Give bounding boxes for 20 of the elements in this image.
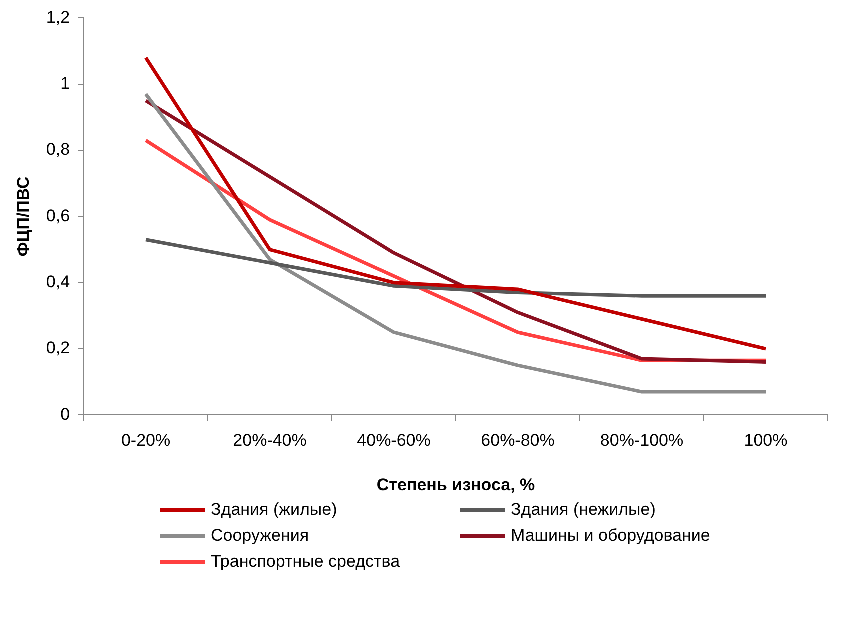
x-axis-title: Степень износа, % (376, 475, 536, 494)
x-tick-label: 20%-40% (233, 431, 307, 450)
legend-label: Транспортные средства (211, 552, 400, 572)
y-axis-title: ФЦП/ПВС (14, 176, 33, 257)
y-tick-label: 0 (60, 404, 70, 424)
y-tick-label: 0,2 (46, 338, 70, 358)
x-tick-label: 60%-80% (481, 431, 555, 450)
y-tick-label: 0,8 (46, 140, 70, 160)
x-tick-label: 40%-60% (357, 431, 431, 450)
legend-label: Машины и оборудование (511, 526, 710, 546)
legend-label: Здания (жилые) (211, 500, 338, 520)
x-tick-label: 80%-100% (600, 431, 684, 450)
legend-label: Здания (нежилые) (511, 500, 656, 520)
y-tick-label: 0,4 (46, 272, 70, 292)
y-tick-label: 0,6 (46, 206, 70, 226)
x-tick-label: 0-20% (121, 431, 171, 450)
y-tick-label: 1 (60, 74, 70, 94)
y-tick-label: 1,2 (46, 8, 70, 27)
legend-label: Сооружения (211, 526, 310, 546)
x-tick-label: 100% (744, 431, 788, 450)
